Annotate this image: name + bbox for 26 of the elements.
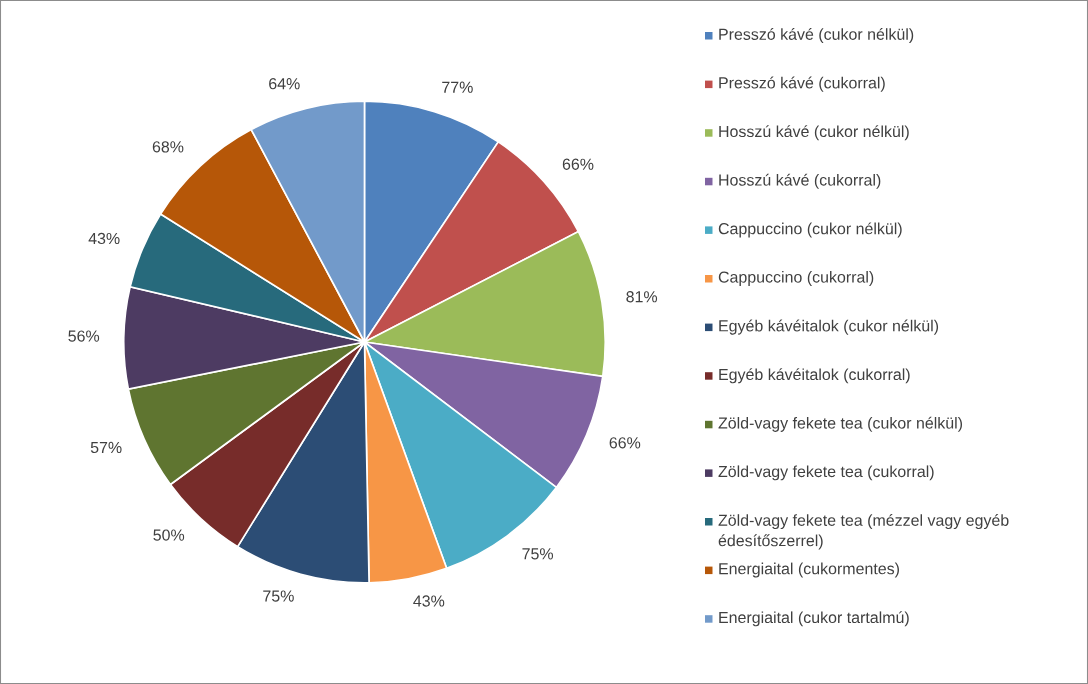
legend-label: Cappuccino (cukorral)	[718, 271, 874, 286]
legend-label: Cappuccino (cukor nélkül)	[718, 222, 902, 238]
legend-label: Egyéb kávéitalok (cukor nélkül)	[719, 319, 939, 335]
data-label: 43%	[413, 595, 445, 607]
data-label: 81%	[626, 291, 658, 303]
legend-label: Hosszú kávé (cukor nélkül)	[719, 125, 909, 141]
legend-label: Hosszú kávé (cukorral)	[719, 173, 881, 189]
legend-label: Presszó kávé (cukor nélkül)	[719, 27, 914, 44]
data-label: 77%	[442, 81, 473, 93]
data-label: 66%	[609, 437, 641, 449]
legend-label: Egyéb kávéitalok (cukorral)	[719, 368, 910, 384]
legend-label: Zöld-vagy fekete tea (mézzel vagy egyéb édesítőszerrel)	[718, 514, 1009, 550]
data-label: 68%	[152, 141, 184, 153]
legend-label: Energiaital (cukor tartalmú)	[719, 611, 909, 627]
data-label: 50%	[153, 529, 185, 541]
data-label: 64%	[269, 78, 300, 90]
data-label: 75%	[522, 548, 554, 560]
data-label: 75%	[263, 590, 294, 602]
legend-label: Presszó kávé (cukorral)	[719, 76, 885, 92]
legend-label: Zöld-vagy fekete tea (cukorral)	[718, 465, 934, 481]
legend-label: Zöld-vagy fekete tea (cukor nélkül)	[718, 416, 963, 432]
data-label: 43%	[88, 232, 120, 245]
legend-label: Energiaital (cukormentes)	[719, 562, 899, 578]
data-label: 57%	[90, 441, 122, 454]
data-label: 56%	[68, 330, 100, 342]
data-label: 66%	[562, 158, 594, 170]
